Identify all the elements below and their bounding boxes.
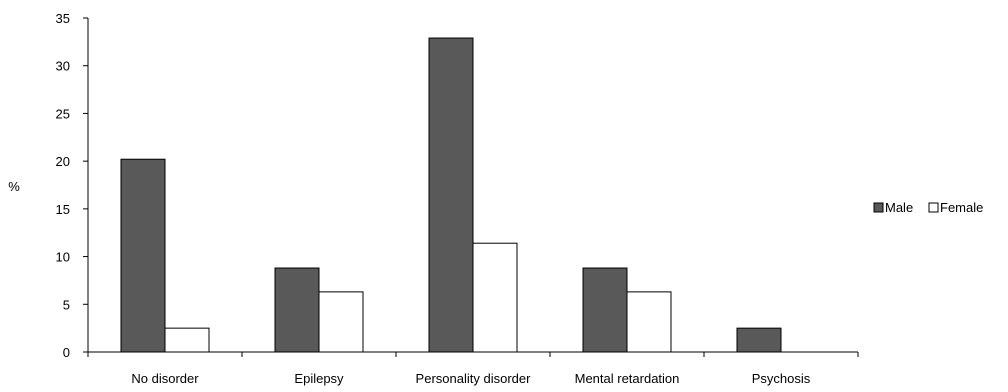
x-tick-label: Epilepsy: [294, 371, 344, 386]
y-tick-label: 30: [56, 59, 70, 74]
legend: Male Female: [873, 200, 983, 215]
x-axis: No disorder Epilepsy Personality disorder M…: [87, 351, 859, 386]
y-tick-label: 10: [56, 250, 70, 265]
bar-male-mental-retardation: [582, 267, 628, 353]
bar-male-personality-disorder: [428, 37, 474, 353]
bar-male-no-disorder: [120, 158, 166, 353]
y-tick-label: 5: [63, 297, 70, 312]
legend-label-male: Male: [885, 200, 913, 215]
x-tick-label: Mental retardation: [575, 371, 680, 386]
x-tick-label: No disorder: [131, 371, 199, 386]
bar-male-psychosis: [736, 327, 782, 353]
bar-female-mental-retardation: [626, 291, 672, 353]
legend-label-female: Female: [940, 200, 983, 215]
bars: [120, 37, 782, 353]
y-tick-label: 25: [56, 106, 70, 121]
bar-female-no-disorder: [164, 327, 210, 353]
y-axis-label: %: [8, 179, 20, 194]
x-tick-label: Psychosis: [752, 371, 811, 386]
legend-swatch-male: [873, 202, 884, 213]
legend-swatch-female: [928, 202, 939, 213]
y-tick-label: 35: [56, 11, 70, 26]
bar-male-epilepsy: [274, 267, 320, 353]
x-tick-label: Personality disorder: [416, 371, 532, 386]
bar-female-epilepsy: [318, 291, 364, 353]
y-tick-label: 15: [56, 202, 70, 217]
y-axis: 0 5 10 15 20 25 30 35: [56, 11, 89, 360]
y-tick-label: 20: [56, 154, 70, 169]
bar-female-personality-disorder: [472, 242, 518, 353]
y-tick-label: 0: [63, 345, 70, 360]
